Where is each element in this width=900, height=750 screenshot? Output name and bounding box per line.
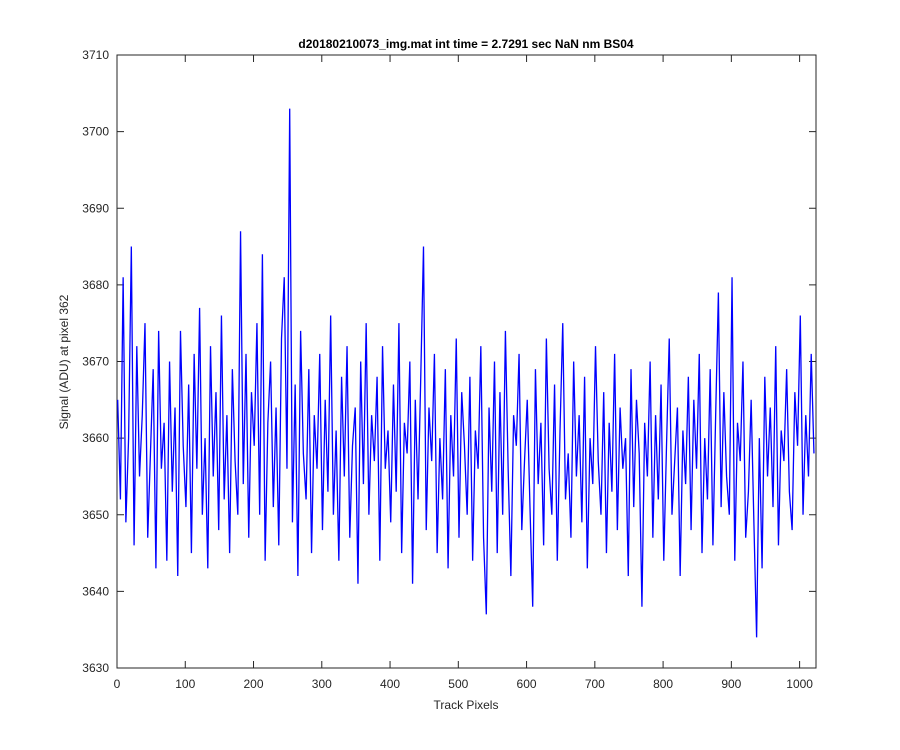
y-axis-label: Signal (ADU) at pixel 362 xyxy=(57,294,71,429)
x-tick-label: 100 xyxy=(175,677,195,691)
y-tick-label: 3660 xyxy=(82,431,109,445)
chart-title: d20180210073_img.mat int time = 2.7291 s… xyxy=(298,37,634,51)
y-tick-label: 3640 xyxy=(82,584,109,598)
y-tick-label: 3710 xyxy=(82,48,109,62)
x-tick-label: 400 xyxy=(380,677,400,691)
x-tick-label: 500 xyxy=(448,677,468,691)
x-tick-label: 300 xyxy=(312,677,332,691)
x-tick-label: 700 xyxy=(585,677,605,691)
x-tick-label: 900 xyxy=(721,677,741,691)
y-tick-label: 3700 xyxy=(82,125,109,139)
x-tick-label: 600 xyxy=(517,677,537,691)
x-tick-label: 0 xyxy=(114,677,121,691)
x-tick-label: 1000 xyxy=(786,677,813,691)
x-axis-label: Track Pixels xyxy=(434,698,499,712)
x-tick-label: 200 xyxy=(244,677,264,691)
y-tick-label: 3690 xyxy=(82,201,109,215)
x-tick-label: 800 xyxy=(653,677,673,691)
y-tick-label: 3680 xyxy=(82,278,109,292)
y-tick-label: 3670 xyxy=(82,355,109,369)
y-tick-label: 3630 xyxy=(82,661,109,675)
y-tick-label: 3650 xyxy=(82,508,109,522)
data-line xyxy=(117,108,815,638)
